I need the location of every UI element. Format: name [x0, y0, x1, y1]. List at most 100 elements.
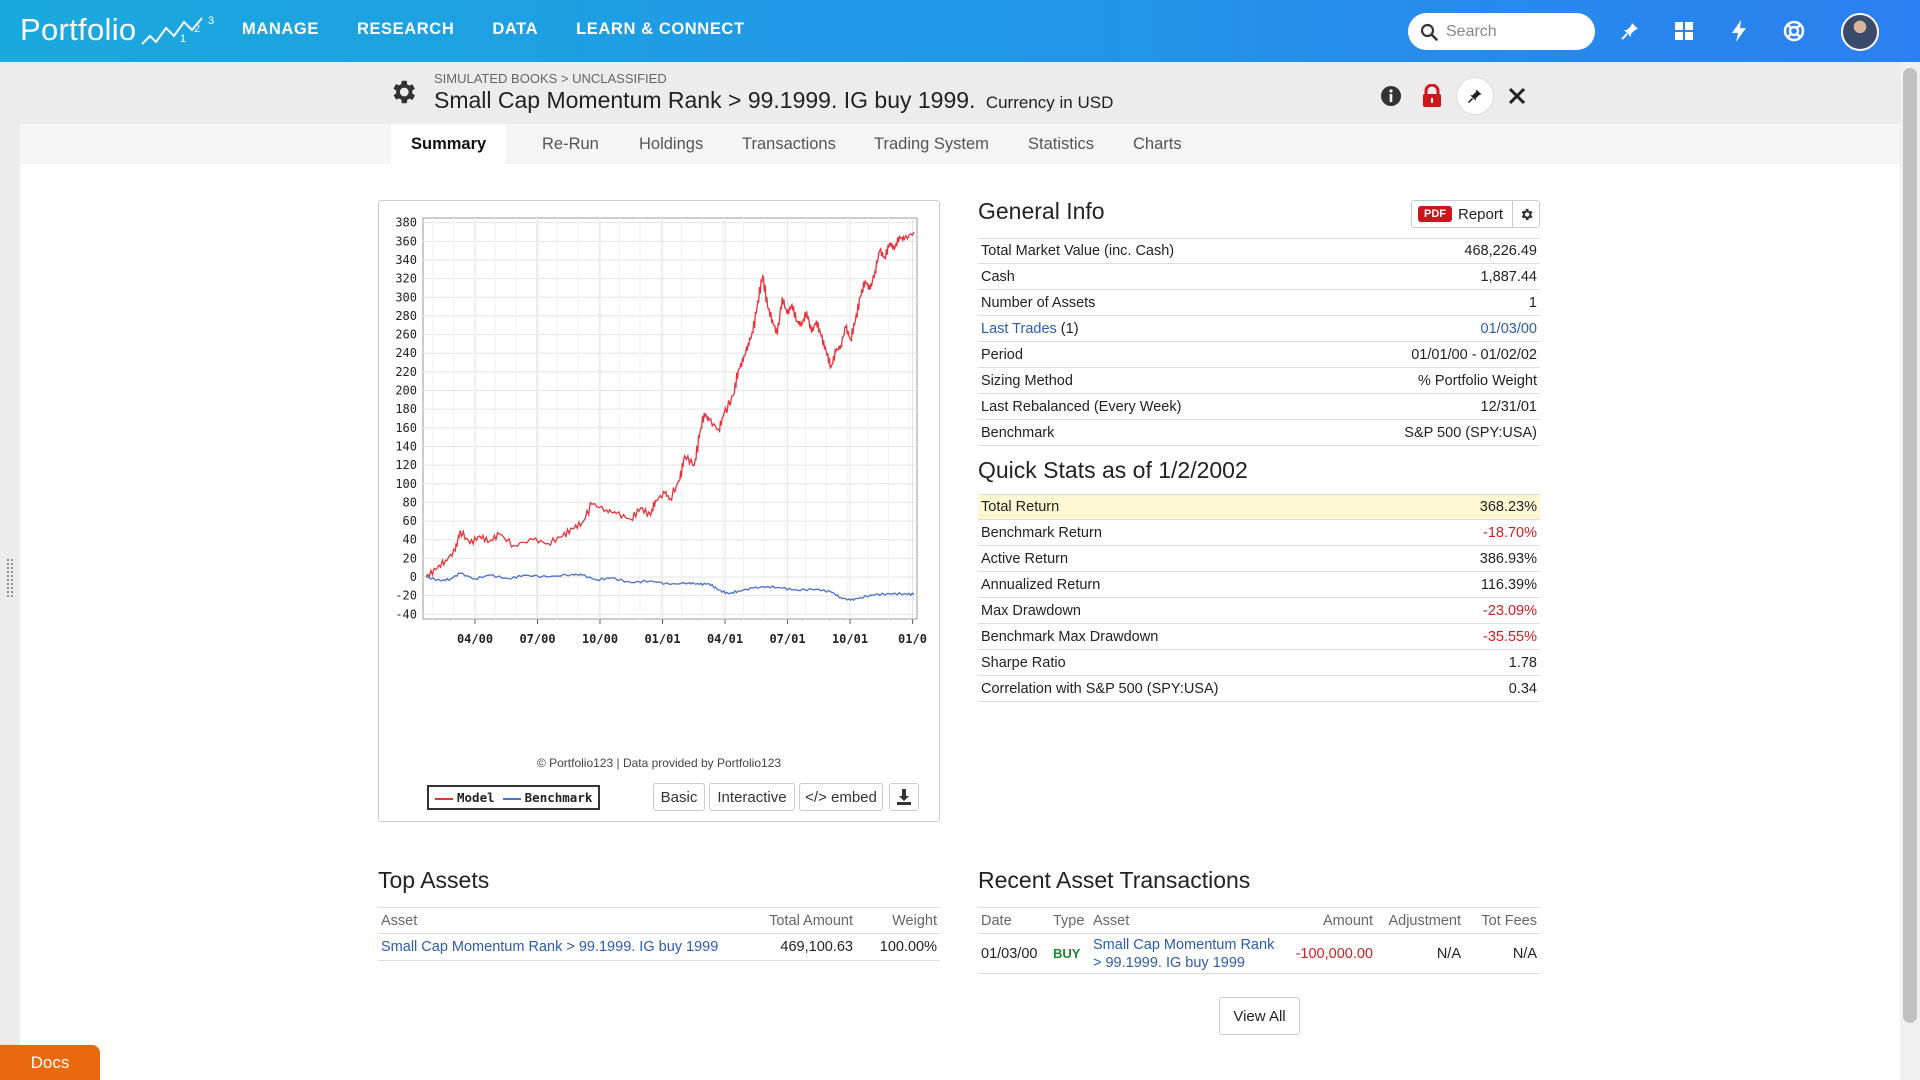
- stat-row-total-return: Total Return 368.23%: [978, 494, 1540, 520]
- y-tick-label: 320: [395, 272, 417, 286]
- y-tick-label: 20: [403, 551, 417, 565]
- column-header-amount: Amount: [1323, 912, 1373, 929]
- embed-chart-button[interactable]: </> embed: [799, 783, 883, 811]
- app-logo[interactable]: Portfolio 1 2 3: [20, 12, 220, 48]
- general-info-title: General Info: [978, 198, 1105, 224]
- info-row-sizing-method: Sizing Method % Portfolio Weight: [978, 368, 1540, 394]
- table-header-row: Asset Total Amount Weight: [378, 907, 940, 934]
- view-all-button[interactable]: View All: [1219, 997, 1300, 1035]
- tab-transactions[interactable]: Transactions: [742, 135, 836, 153]
- nav-learn-connect[interactable]: LEARN & CONNECT: [576, 20, 745, 38]
- basic-chart-button[interactable]: Basic: [653, 783, 705, 811]
- close-icon[interactable]: [1498, 77, 1536, 115]
- page-scrollbar[interactable]: [1900, 62, 1920, 1080]
- search-input[interactable]: [1446, 22, 1586, 41]
- legend-item-benchmark[interactable]: Benchmark: [502, 790, 593, 805]
- interactive-chart-button[interactable]: Interactive: [709, 783, 795, 811]
- y-tick-label: -40: [395, 607, 417, 621]
- y-tick-label: 280: [395, 309, 417, 323]
- tx-asset-line1[interactable]: Small Cap Momentum Rank: [1093, 936, 1275, 953]
- column-header-date: Date: [981, 912, 1012, 929]
- x-tick-label: 04/00: [457, 632, 493, 646]
- row-label: Number of Assets: [981, 294, 1096, 311]
- search-box[interactable]: [1408, 13, 1595, 50]
- tx-asset-line2[interactable]: > 99.1999. IG buy 1999: [1093, 954, 1245, 971]
- lightning-icon[interactable]: [1725, 17, 1753, 45]
- row-value: 1,887.44: [1480, 268, 1537, 285]
- row-label: Annualized Return: [981, 576, 1101, 593]
- performance-chart[interactable]: 3803603403203002802602402202001801601401…: [379, 201, 939, 751]
- report-settings-gear-icon[interactable]: [1513, 201, 1540, 227]
- row-label: Benchmark: [981, 424, 1055, 441]
- row-label: Correlation with S&P 500 (SPY:USA): [981, 680, 1219, 697]
- scrollbar-thumb[interactable]: [1903, 68, 1917, 1023]
- tx-asset-link[interactable]: Small Cap Momentum Rank > 99.1999. IG bu…: [1093, 936, 1293, 972]
- row-label: Active Return: [981, 550, 1069, 567]
- tab-re-run[interactable]: Re-Run: [542, 135, 599, 153]
- last-trades-link[interactable]: Last Trades: [981, 320, 1057, 337]
- nav-manage[interactable]: MANAGE: [242, 20, 319, 38]
- tab-holdings[interactable]: Holdings: [639, 135, 704, 153]
- top-assets-table: Asset Total Amount Weight Small Cap Mome…: [378, 907, 940, 961]
- last-trades-date-link[interactable]: 01/03/00: [1480, 320, 1537, 337]
- pin-icon[interactable]: [1616, 17, 1644, 45]
- tab-summary[interactable]: Summary: [391, 124, 507, 164]
- row-value: 1: [1528, 294, 1537, 311]
- top-navbar: Portfolio 1 2 3 MANAGE RESEARCH DATA LEA…: [0, 0, 1920, 62]
- y-tick-label: 120: [395, 458, 417, 472]
- y-tick-label: 140: [395, 439, 417, 453]
- stat-row-correlation: Correlation with S&P 500 (SPY:USA) 0.34: [978, 676, 1540, 702]
- side-drag-handle[interactable]: [6, 558, 14, 598]
- legend-item-model[interactable]: Model: [435, 790, 495, 805]
- svg-text:3: 3: [208, 15, 214, 27]
- legend-benchmark-label: Benchmark: [524, 790, 593, 805]
- page-title-text: Small Cap Momentum Rank > 99.1999. IG bu…: [434, 87, 976, 113]
- tab-charts[interactable]: Charts: [1133, 135, 1182, 153]
- y-tick-label: 220: [395, 365, 417, 379]
- help-lifebuoy-icon[interactable]: [1780, 17, 1808, 45]
- pin-button[interactable]: [1456, 77, 1494, 115]
- nav-research[interactable]: RESEARCH: [356, 20, 455, 38]
- recent-transactions-title: Recent Asset Transactions: [978, 867, 1251, 893]
- stat-row-benchmark-max-drawdown: Benchmark Max Drawdown -35.55%: [978, 624, 1540, 650]
- y-tick-label: 240: [395, 346, 417, 360]
- settings-gear-icon[interactable]: [388, 77, 418, 107]
- logo-graph-icon: 1 2 3: [141, 15, 215, 45]
- tab-statistics[interactable]: Statistics: [1028, 135, 1095, 153]
- x-tick-label: 07/00: [519, 632, 555, 646]
- row-value: 368.23%: [1479, 499, 1537, 515]
- tx-fees: N/A: [1512, 945, 1537, 962]
- row-value: -35.55%: [1482, 628, 1537, 645]
- series-line-model: [425, 231, 915, 579]
- row-value: 386.93%: [1479, 550, 1537, 567]
- last-trades-count: (1): [1060, 320, 1079, 337]
- lock-icon[interactable]: [1413, 77, 1451, 115]
- y-tick-label: 260: [395, 328, 417, 342]
- avatar[interactable]: [1841, 13, 1879, 51]
- asset-link[interactable]: Small Cap Momentum Rank > 99.1999. IG bu…: [381, 939, 719, 955]
- legend-model-label: Model: [457, 790, 495, 805]
- pin-icon: [1468, 89, 1482, 103]
- asset-total-amount: 469,100.63: [780, 939, 853, 955]
- row-value: 468,226.49: [1464, 243, 1537, 259]
- svg-text:1: 1: [180, 33, 186, 45]
- info-row-period: Period 01/01/00 - 01/02/02: [978, 342, 1540, 368]
- download-button[interactable]: [889, 783, 919, 811]
- breadcrumb[interactable]: SIMULATED BOOKS > UNCLASSIFIED: [434, 71, 667, 86]
- download-icon: [897, 789, 911, 805]
- recent-transactions-table: Date Type Asset Amount Adjustment Tot Fe…: [978, 907, 1540, 974]
- info-icon[interactable]: [1372, 77, 1410, 115]
- row-label: Last Rebalanced (Every Week): [981, 398, 1182, 415]
- info-row-cash: Cash 1,887.44: [978, 264, 1540, 290]
- stat-row-sharpe-ratio: Sharpe Ratio 1.78: [978, 650, 1540, 676]
- table-row: 01/03/00 BUY Small Cap Momentum Rank > 9…: [978, 934, 1540, 974]
- apps-grid-icon[interactable]: [1670, 17, 1698, 45]
- x-tick-label: 04/01: [707, 632, 743, 646]
- tx-adjustment: N/A: [1436, 945, 1461, 962]
- docs-button[interactable]: Docs: [0, 1045, 100, 1080]
- tab-trading-system[interactable]: Trading System: [874, 135, 989, 153]
- row-value: S&P 500 (SPY:USA): [1404, 424, 1537, 441]
- report-button[interactable]: PDF Report: [1411, 200, 1540, 228]
- row-value: -18.70%: [1482, 524, 1537, 541]
- nav-data[interactable]: DATA: [492, 20, 539, 38]
